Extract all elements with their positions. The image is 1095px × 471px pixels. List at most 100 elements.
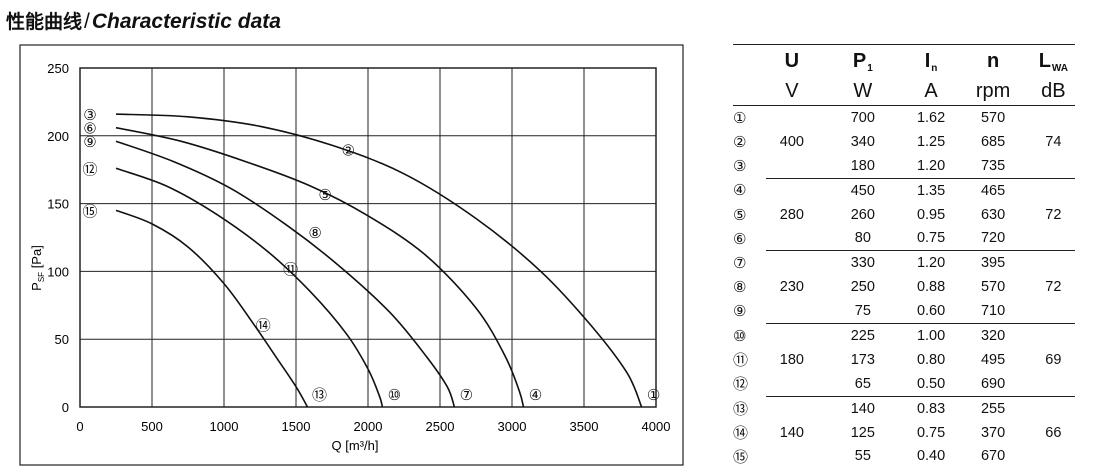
curve-end-label: ⑬ — [312, 386, 327, 404]
table-row: ⑥ 80 0.75 720 — [733, 226, 1075, 252]
x-tick-label: 3000 — [498, 419, 527, 434]
curve-end-label: ① — [647, 386, 660, 404]
y-axis-label-main: P — [29, 282, 44, 291]
cell-voltage — [766, 178, 818, 202]
row-index: ⑬ — [733, 399, 749, 418]
y-tick-label: 0 — [62, 400, 69, 415]
cell-current: 0.80 — [916, 351, 946, 368]
table-row: ⑤ 280 260 0.95 630 72 — [733, 203, 1075, 227]
header-i-main: I — [924, 49, 931, 72]
cell-speed: 685 — [980, 133, 1006, 150]
cell-sound-level: 72 — [1045, 279, 1062, 296]
row-index: ⑫ — [733, 375, 749, 394]
y-tick-label: 50 — [55, 332, 69, 347]
header-i-sub: n — [931, 62, 938, 74]
curve-start-label: ③ — [83, 106, 96, 124]
curve-mid-label: ⑪ — [283, 261, 298, 279]
fan-curve-3 — [115, 140, 456, 408]
cell-voltage: 400 — [779, 133, 804, 150]
cell-current: 1.62 — [916, 109, 946, 126]
fan-curve-5 — [115, 209, 309, 408]
cell-current: 1.20 — [916, 255, 946, 272]
cell-voltage — [765, 371, 818, 397]
cell-current: 0.75 — [916, 424, 946, 441]
curve-start-label: ⑮ — [82, 202, 97, 220]
curve-mid-label: ⑭ — [256, 316, 271, 334]
table-row: ⑬ 140 0.83 255 — [733, 396, 1075, 420]
y-axis-label: PSF [Pa] — [29, 245, 46, 291]
cell-current: 0.75 — [907, 226, 955, 252]
unit-p: W — [817, 78, 908, 106]
cell-sound-level: 66 — [1045, 424, 1062, 441]
table-row: ⑧ 230 250 0.88 570 72 — [733, 275, 1075, 299]
cell-current: 0.60 — [907, 299, 955, 325]
y-tick-labels: 0 50 100 150 200 250 — [47, 61, 69, 415]
cell-power: 55 — [854, 448, 871, 465]
cell-speed: 570 — [980, 279, 1006, 296]
cell-power: 260 — [850, 206, 875, 223]
title-slash: / — [84, 10, 90, 33]
cell-power: 140 — [850, 400, 875, 417]
unit-l: dB — [1031, 78, 1075, 106]
data-table-wrapper: U P1 In n LWA V W A rpm dB ① 700 1.62 570 ② 4… — [733, 44, 1075, 468]
header-l: LWA — [1031, 44, 1075, 78]
cell-sound-level — [1031, 226, 1075, 252]
cell-speed: 690 — [954, 371, 1032, 397]
header-u: U — [765, 44, 818, 78]
header-n-main: n — [986, 50, 1000, 72]
y-axis-label-sub: SF — [37, 272, 46, 282]
curve-mid-label: ⑤ — [318, 186, 331, 204]
title-english: Characteristic data — [91, 10, 281, 33]
cell-sound-level — [1032, 444, 1075, 468]
x-axis-label: Q [m³/h] — [332, 438, 379, 453]
chart-frame — [19, 44, 684, 466]
cell-power: 450 — [850, 182, 875, 199]
cell-power: 700 — [850, 109, 875, 126]
row-index: ⑦ — [733, 254, 747, 273]
cell-voltage: 280 — [779, 206, 804, 223]
table-row: ⑨ 75 0.60 710 — [733, 299, 1075, 325]
row-index: ④ — [733, 181, 747, 200]
cell-speed: 320 — [980, 327, 1006, 344]
cell-sound-level — [1031, 371, 1075, 397]
unit-n: rpm — [954, 78, 1032, 106]
row-index: ⑭ — [733, 424, 749, 443]
y-tick-label: 100 — [47, 264, 69, 279]
table-row: ⑪ 180 173 0.80 495 69 — [733, 348, 1075, 372]
curve-end-label: ⑩ — [388, 386, 401, 404]
cell-sound-level — [1032, 396, 1075, 420]
cell-voltage: 230 — [779, 279, 804, 296]
cell-voltage — [766, 251, 818, 275]
header-i: In — [907, 44, 955, 78]
cell-voltage — [766, 444, 818, 468]
unit-i: A — [907, 78, 955, 106]
cell-voltage: 180 — [779, 351, 804, 368]
header-p-sub: 1 — [867, 62, 873, 74]
cell-speed: 570 — [980, 109, 1006, 126]
curve-mid-label: ⑧ — [308, 224, 321, 242]
cell-power: 173 — [850, 351, 875, 368]
cell-voltage — [766, 396, 818, 420]
table-row: ⑩ 225 1.00 320 — [733, 324, 1075, 348]
cell-voltage — [765, 153, 818, 179]
header-blank — [733, 44, 766, 78]
row-index: ③ — [733, 156, 747, 175]
x-tick-label: 1000 — [210, 419, 239, 434]
data-table: U P1 In n LWA V W A rpm dB ① 700 1.62 570 ② 4… — [733, 44, 1075, 468]
cell-sound-level — [1032, 251, 1075, 275]
page-title: 性能曲线/Characteristic data — [6, 7, 281, 34]
x-tick-label: 0 — [76, 419, 83, 434]
cell-sound-level: 72 — [1045, 206, 1062, 223]
cell-power: 75 — [817, 299, 908, 325]
row-index: ① — [733, 108, 747, 127]
cell-voltage — [766, 324, 818, 348]
y-tick-label: 150 — [47, 197, 69, 212]
y-tick-label: 250 — [47, 61, 69, 76]
curve-mid-label: ② — [341, 141, 354, 159]
table-row: ④ 450 1.35 465 — [733, 178, 1075, 202]
cell-speed: 630 — [980, 206, 1006, 223]
header-u-main: U — [784, 50, 800, 72]
cell-power: 330 — [850, 255, 875, 272]
cell-power: 225 — [850, 327, 875, 344]
x-tick-label: 3500 — [570, 419, 599, 434]
